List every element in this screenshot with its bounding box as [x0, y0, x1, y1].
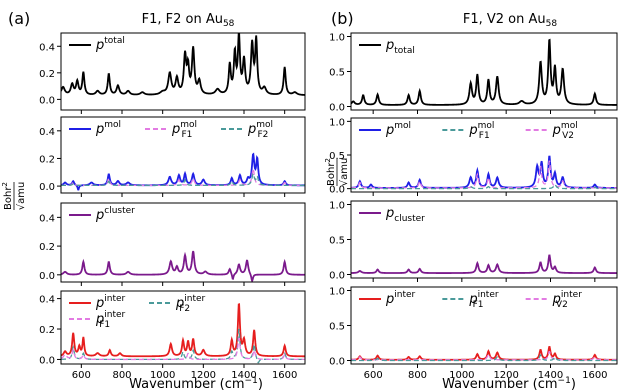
chart-panel-a1: 0.0 0.2 0.4 ptotal [39, 32, 306, 114]
x-tick-label-a-3: 1200 [191, 370, 216, 381]
y-tick-label-b3-2: 1.0 [329, 201, 345, 212]
chart-panel-b3: 0.0 0.5 1.0 pcluster [329, 200, 618, 282]
y-tick-label-a4-0: 0.0 [39, 355, 55, 366]
series-line-b2-1 [351, 160, 617, 189]
y-tick-label-a4-2: 0.4 [39, 295, 55, 306]
x-tick-label-a-5: 1600 [272, 370, 297, 381]
legend-label-b1-0: ptotal [385, 38, 415, 56]
y-tick-label-b2-1: 0.5 [329, 151, 345, 162]
x-tick-label-a-2: 1000 [150, 370, 175, 381]
y-tick-label-a4-1: 0.2 [39, 325, 55, 336]
y-tick-label-a1-2: 0.4 [39, 42, 55, 53]
y-axis-label-right: Bohr2 √amu [324, 158, 350, 187]
chart-panel-b2: 0.0 0.5 1.0 pmol pmol F1 pmol V2 [329, 117, 618, 196]
series-line-b3-0 [351, 254, 617, 274]
legend-label-a2-0: pmol [95, 120, 121, 137]
series-line-a4-2 [61, 337, 305, 361]
y-tick-label-b2-2: 1.0 [329, 117, 345, 128]
y-tick-label-b3-1: 0.5 [329, 236, 345, 247]
plot-frame-a3 [60, 202, 306, 283]
legend-label-b4-2: pinter V2 [552, 290, 583, 310]
y-tick-label-a1-1: 0.2 [39, 69, 55, 80]
legend-label-a2-2: pmol F2 [247, 120, 273, 140]
legend-label-b2-0: pmol [385, 121, 411, 138]
series-line-a2-2 [61, 172, 305, 187]
y-tick-label-a2-2: 0.4 [39, 127, 55, 138]
plot-frame-a4 [60, 290, 306, 365]
plot-frame-a2 [60, 116, 306, 194]
series-line-a2-1 [61, 168, 305, 187]
svg-text:√amu: √amu [16, 182, 27, 211]
legend-label-b2-1: pmol F1 [468, 121, 494, 141]
x-tick-label-a-1: 800 [112, 370, 131, 381]
y-tick-label-b2-0: 0.0 [329, 185, 345, 196]
y-tick-label-a3-1: 0.2 [39, 242, 55, 253]
y-tick-label-b3-0: 0.0 [329, 271, 345, 282]
x-axis-label-right: Wavenumber (cm−1) [442, 376, 576, 392]
series-line-b2-2 [351, 183, 617, 190]
series-line-a3-0 [61, 250, 305, 282]
series-line-b4-2 [351, 354, 617, 362]
series-line-b4-0 [351, 346, 617, 361]
y-tick-label-a2-1: 0.2 [39, 154, 55, 165]
x-tick-label-a-0: 600 [72, 370, 91, 381]
legend-label-a2-1: pmol F1 [171, 120, 197, 140]
y-tick-label-a2-0: 0.0 [39, 182, 55, 193]
svg-text:Bohr2: Bohr2 [1, 182, 14, 210]
legend-label-b2-2: pmol V2 [552, 121, 578, 141]
y-tick-label-b4-0: 0.0 [329, 357, 345, 368]
chart-panel-a2: 0.0 0.2 0.4 pmol pmol F1 pmol F2 [39, 116, 306, 197]
chart-panel-b1: 0.0 0.5 1.0 ptotal [329, 32, 618, 114]
y-tick-label-a3-0: 0.0 [39, 271, 55, 282]
x-tick-label-b-0: 600 [364, 370, 383, 381]
x-tick-label-b-4: 1400 [538, 370, 563, 381]
legend-label-a3-0: pcluster [95, 206, 135, 223]
y-tick-label-a1-0: 0.0 [39, 95, 55, 106]
x-axis-label-left: Wavenumber (cm−1) [129, 376, 263, 392]
x-tick-label-b-2: 1000 [449, 370, 474, 381]
y-tick-label-b1-0: 0.0 [329, 103, 345, 114]
right-title: F1, V2 on Au58 [463, 12, 558, 29]
svg-text:Bohr2: Bohr2 [324, 158, 337, 186]
y-tick-label-a3-2: 0.4 [39, 213, 55, 224]
chart-panel-a3: 0.0 0.2 0.4 pcluster [39, 202, 306, 286]
x-tick-label-b-3: 1200 [493, 370, 518, 381]
series-line-a4-1 [61, 328, 305, 364]
y-tick-label-b1-1: 0.5 [329, 68, 345, 79]
panel-letter-b: (b) [331, 9, 354, 28]
legend-label-a4-2: pinter F1 [95, 310, 126, 330]
x-tick-label-b-1: 800 [408, 370, 427, 381]
left-title: F1, F2 on Au58 [142, 12, 235, 29]
plot-frame-a1 [60, 32, 306, 111]
series-line-a1-0 [61, 33, 305, 96]
legend-label-b4-1: pinter F1 [468, 290, 499, 310]
y-tick-label-b1-2: 1.0 [329, 33, 345, 44]
legend-label-a4-1: pinter F2 [175, 294, 206, 314]
x-tick-label-a-4: 1400 [231, 370, 256, 381]
y-tick-label-b4-2: 1.0 [329, 287, 345, 298]
chart-panel-b4: 0.0 0.5 1.0 600 800 1000 1200 1400 1600 pinter pin… [329, 286, 618, 381]
panel-letter-a: (a) [8, 9, 30, 28]
series-line-b1-0 [351, 38, 617, 106]
series-line-a4-0 [61, 303, 305, 358]
y-tick-label-b4-1: 0.5 [329, 322, 345, 333]
y-axis-label-left: Bohr2 √amu [1, 182, 27, 211]
legend-label-a1-0: ptotal [95, 36, 125, 53]
legend-label-b4-0: pinter [385, 290, 416, 307]
x-tick-label-b-5: 1600 [582, 370, 607, 381]
series-line-b2-0 [351, 155, 617, 189]
svg-text:√amu: √amu [339, 158, 350, 187]
legend-label-b3-0: pcluster [385, 206, 425, 224]
legend-label-a4-0: pinter [95, 294, 126, 311]
